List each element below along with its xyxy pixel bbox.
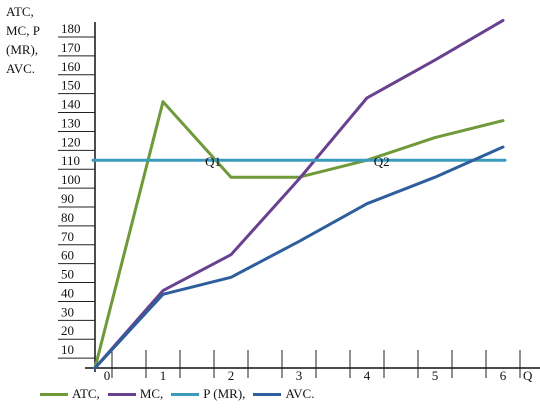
x-tick-label: 4 (364, 368, 371, 383)
y-tick-label: 130 (61, 115, 81, 130)
y-tick-label: 150 (61, 78, 81, 93)
y-axis-label-line: MC, P (6, 23, 40, 38)
y-tick-label: 10 (61, 342, 74, 357)
series-line-1 (93, 18, 505, 370)
y-tick-label: 40 (61, 285, 74, 300)
y-tick-label: 80 (61, 210, 74, 225)
legend-label: MC, (139, 386, 164, 401)
x-tick-label: 6 (500, 368, 507, 383)
series-line-0 (93, 100, 505, 370)
y-tick-label: 70 (61, 229, 74, 244)
legend-label: ATC, (72, 386, 100, 401)
y-tick-label: 20 (61, 323, 74, 338)
legend-item-p-mr: P (MR), (171, 386, 245, 402)
y-axis-label-line: ATC, (6, 4, 34, 19)
legend-item-mc: MC, (107, 386, 164, 402)
series-line-3 (93, 145, 505, 370)
y-tick-label: 170 (61, 40, 81, 55)
legend-label: P (MR), (203, 386, 246, 401)
legend-swatch (253, 392, 282, 396)
x-axis-label: Q (523, 368, 533, 383)
legend-swatch (171, 392, 200, 396)
legend-label: AVC. (285, 386, 315, 401)
x-tick-label: 0 (104, 368, 111, 383)
y-tick-label: 110 (61, 153, 80, 168)
y-axis-label-line: (MR), (6, 42, 39, 57)
legend-swatch (107, 392, 136, 396)
x-tick-label: 1 (160, 368, 167, 383)
x-tick-label: 5 (432, 368, 439, 383)
y-tick-label: 180 (61, 21, 81, 36)
y-tick-label: 160 (61, 59, 81, 74)
y-tick-label: 50 (61, 267, 74, 282)
annotation-label: Q2 (374, 154, 390, 169)
y-axis-label-line: AVC. (6, 61, 36, 76)
y-tick-label: 120 (61, 134, 81, 149)
legend: ATC, MC, P (MR), AVC. (40, 386, 322, 402)
legend-item-atc: ATC, (40, 386, 100, 402)
x-tick-label: 2 (228, 368, 235, 383)
annotation-label: Q1 (205, 154, 221, 169)
y-tick-label: 30 (61, 304, 74, 319)
legend-swatch (40, 392, 68, 396)
x-tick-label: 3 (296, 368, 303, 383)
y-tick-label: 90 (61, 191, 74, 206)
legend-item-avc: AVC. (253, 386, 314, 402)
y-tick-label: 60 (61, 248, 74, 263)
y-tick-label: 100 (61, 172, 81, 187)
y-tick-label: 140 (61, 97, 81, 112)
